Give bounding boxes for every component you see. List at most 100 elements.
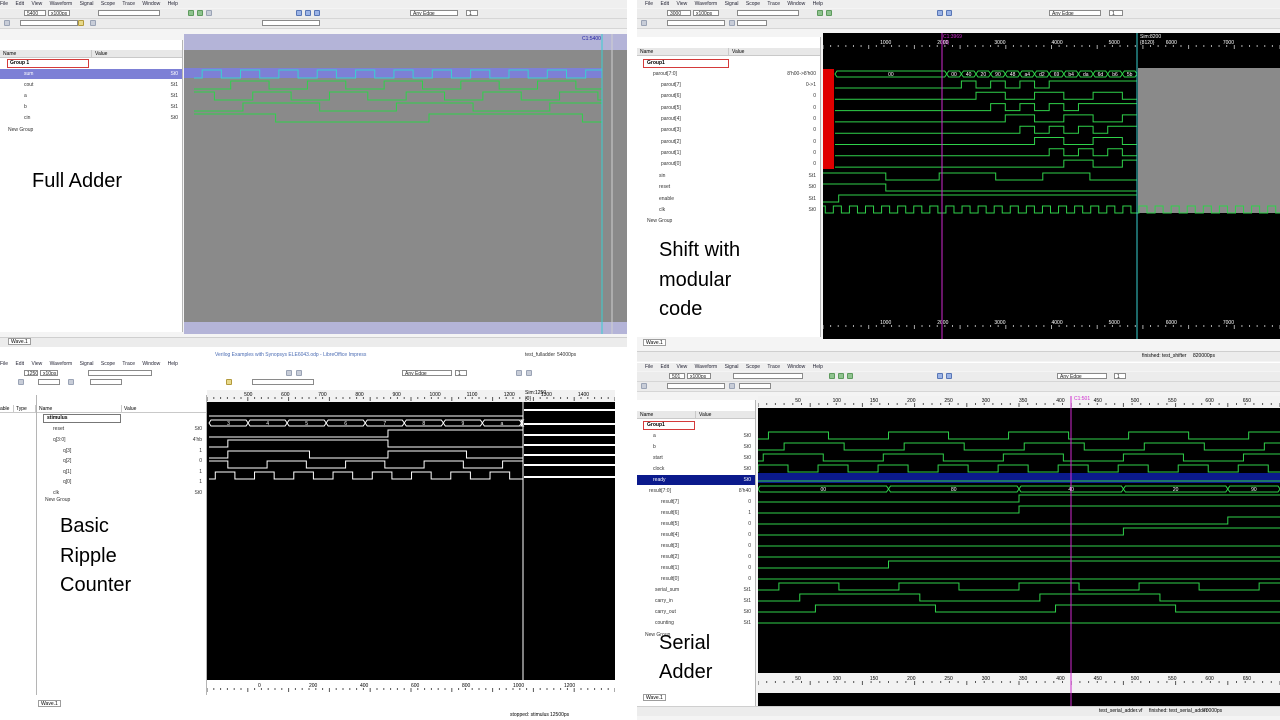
bit-row-result-4[interactable]: result[4] 0 — [637, 530, 755, 540]
signal-row-clk[interactable]: clk St0 — [37, 488, 206, 498]
edge-count-field[interactable]: 1 — [466, 10, 478, 16]
zoom-in-icon[interactable] — [296, 10, 302, 16]
new-group-row[interactable]: New Group — [637, 630, 755, 640]
stop-icon[interactable] — [206, 10, 212, 16]
time-field[interactable]: 1250 — [24, 370, 38, 376]
signal-row-q-0-[interactable]: q[0] 1 — [37, 477, 206, 487]
tree-group-row[interactable]: stimulus — [37, 413, 206, 423]
search-icon[interactable] — [18, 379, 24, 385]
edge-count-field[interactable]: 1 — [1114, 373, 1126, 379]
signal-row-cin[interactable]: cin St0 — [0, 113, 182, 123]
new-group-row[interactable]: New Group — [637, 216, 820, 226]
find-field[interactable] — [20, 20, 78, 26]
find-field[interactable] — [667, 383, 725, 389]
signal-row-ready[interactable]: ready St0 — [637, 475, 755, 485]
marker-icon[interactable] — [226, 379, 232, 385]
menu-window[interactable]: Window — [142, 1, 161, 7]
tree-group-row[interactable]: Group1 — [637, 58, 820, 68]
menu-waveform[interactable]: Waveform — [49, 1, 73, 7]
bit-row-parout-6[interactable]: parout[6] 0 — [637, 91, 820, 101]
signal-row-start[interactable]: start St0 — [637, 453, 755, 463]
arrow-down-icon[interactable] — [90, 20, 96, 26]
menu-help[interactable]: Help — [167, 1, 178, 7]
edge-select[interactable]: Any Edge — [1057, 373, 1107, 379]
menu-edit[interactable]: Edit — [660, 364, 670, 370]
step-icon[interactable] — [826, 10, 832, 16]
signal-row-q-2-[interactable]: q[2] 0 — [37, 456, 206, 466]
wave-tab[interactable]: Wave.1 — [643, 694, 666, 701]
menu-scope[interactable]: Scope — [100, 361, 116, 367]
arrow-down-icon[interactable] — [729, 383, 735, 389]
menu-file[interactable]: File — [645, 1, 654, 7]
bit-row-result-5[interactable]: result[5] 0 — [637, 519, 755, 529]
signal-row-b[interactable]: b St1 — [0, 102, 182, 112]
expression-field[interactable] — [739, 383, 771, 389]
search-icon[interactable] — [641, 20, 647, 26]
arrow-down-icon[interactable] — [729, 20, 735, 26]
signal-search-field[interactable] — [88, 370, 152, 376]
wave-tab[interactable]: Wave.1 — [643, 339, 666, 346]
bit-row-parout-5[interactable]: parout[5] 0 — [637, 103, 820, 113]
signal-row-clock[interactable]: clock St0 — [637, 464, 755, 474]
time-field[interactable]: 3000 — [667, 10, 691, 16]
marker-field[interactable] — [252, 379, 314, 385]
menu-waveform[interactable]: Waveform — [49, 361, 73, 367]
menu-trace[interactable]: Trace — [122, 361, 136, 367]
expression-field[interactable] — [262, 20, 320, 26]
run-icon[interactable] — [829, 373, 835, 379]
menu-file[interactable]: File — [0, 1, 9, 7]
bit-row-parout-3[interactable]: parout[3] 0 — [637, 125, 820, 135]
menu-trace[interactable]: Trace — [767, 1, 781, 7]
step-icon[interactable] — [197, 10, 203, 16]
shift-waveform[interactable]: C1:3969 {0} Sim:8200 {8120} 1000 2000 3000… — [823, 33, 1280, 339]
new-group-row[interactable]: New Group — [37, 495, 206, 505]
time-unit-select[interactable]: x100ps — [687, 373, 711, 379]
menu-signal[interactable]: Signal — [79, 1, 94, 7]
bit-row-result-7[interactable]: result[7] 0 — [637, 497, 755, 507]
prev-tab-name[interactable]: test_fulladder — [525, 352, 556, 358]
bit-row-parout-2[interactable]: parout[2] 0 — [637, 137, 820, 147]
edge-select[interactable]: Any Edge — [1049, 10, 1101, 16]
signal-row-a[interactable]: a St0 — [637, 431, 755, 441]
menu-edit[interactable]: Edit — [15, 361, 25, 367]
time-unit-select[interactable]: x100ps — [693, 10, 719, 16]
expression-field[interactable] — [90, 379, 122, 385]
signal-row-a[interactable]: a St1 — [0, 91, 182, 101]
signal-row-carry_in[interactable]: carry_in St1 — [637, 596, 755, 606]
menu-window[interactable]: Window — [787, 1, 806, 7]
serial-adder-waveform[interactable]: C1:501 50 100 150 200 250 300 350 400 450 500 550 6… — [758, 396, 1280, 706]
zoom-icon[interactable] — [516, 370, 522, 376]
signal-row-carry_out[interactable]: carry_out St0 — [637, 607, 755, 617]
expression-field[interactable] — [737, 20, 767, 26]
signal-row-q-3-[interactable]: q[3] 1 — [37, 446, 206, 456]
edge-select[interactable]: Any Edge — [410, 10, 458, 16]
signal-row-cout[interactable]: cout St1 — [0, 80, 182, 90]
signal-row-sum[interactable]: sum St0 — [0, 69, 182, 79]
bit-row-parout-4[interactable]: parout[4] 0 — [637, 114, 820, 124]
menu-scope[interactable]: Scope — [745, 364, 761, 370]
continue-icon[interactable] — [847, 373, 853, 379]
menu-file[interactable]: File — [0, 361, 9, 367]
new-group-row[interactable]: New Group — [0, 125, 182, 135]
signal-search-field[interactable] — [733, 373, 803, 379]
menu-scope[interactable]: Scope — [100, 1, 116, 7]
zoom-out-icon[interactable] — [305, 10, 311, 16]
filter-icon[interactable] — [68, 379, 74, 385]
run-icon[interactable] — [817, 10, 823, 16]
signal-row-b[interactable]: b St0 — [637, 442, 755, 452]
menu-trace[interactable]: Trace — [767, 364, 781, 370]
signal-row-serial_sum[interactable]: serial_sum St1 — [637, 585, 755, 595]
menu-file[interactable]: File — [645, 364, 654, 370]
find-field[interactable] — [38, 379, 60, 385]
signal-row-sin[interactable]: sin St1 — [637, 171, 820, 181]
bit-row-parout-7[interactable]: parout[7] 0->1 — [637, 80, 820, 90]
menu-waveform[interactable]: Waveform — [694, 364, 718, 370]
bus-row-parout[interactable]: parout[7:0] 8'h00->8'h00 — [637, 69, 820, 79]
bit-row-parout-1[interactable]: parout[1] 0 — [637, 148, 820, 158]
signal-row-clk[interactable]: clk St0 — [637, 205, 820, 215]
zoom-out-icon[interactable] — [946, 373, 952, 379]
zoom-in-icon[interactable] — [937, 373, 943, 379]
menu-signal[interactable]: Signal — [724, 364, 739, 370]
time-field[interactable]: 501 — [669, 373, 685, 379]
time-unit-select[interactable]: x100ps — [48, 10, 70, 16]
